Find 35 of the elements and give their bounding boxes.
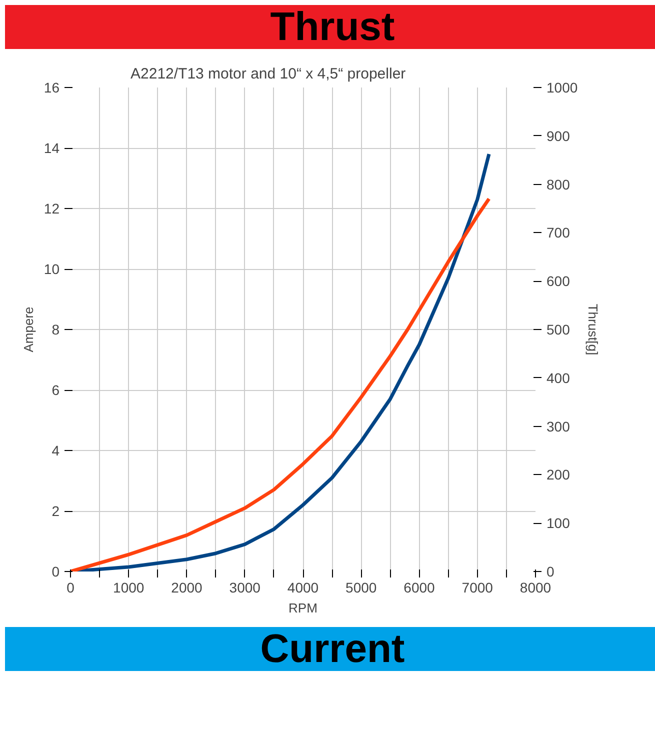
y2-tick-label: 100 (546, 515, 570, 532)
y2-tick-label: 200 (546, 466, 570, 483)
y-tick-label: 2 (52, 503, 60, 519)
x-tick-label: 3000 (229, 580, 261, 596)
y-tick-label: 10 (44, 261, 60, 277)
y2-tick-label: 0 (546, 564, 554, 580)
y-tick-label: 0 (52, 564, 60, 580)
y-axis-title: Ampere (20, 306, 36, 352)
x-tick-label: 8000 (520, 580, 552, 596)
y2-tick-label: 900 (546, 128, 570, 144)
y-tick-label: 14 (44, 140, 60, 156)
x-tick-label: 5000 (346, 580, 377, 596)
y-tick-label: 8 (52, 322, 60, 338)
y2-axis-title: Thrust[g] (586, 304, 601, 356)
y2-tick-label: 400 (546, 370, 570, 386)
text: Thrust (270, 5, 395, 49)
y2-tick-label: 1000 (546, 80, 578, 96)
y2-tick-label: 800 (546, 176, 570, 192)
x-tick-label: 4000 (287, 580, 319, 596)
y-tick-label: 16 (44, 80, 60, 96)
x-tick-label: 1000 (113, 580, 144, 596)
x-tick-label: 6000 (404, 580, 436, 596)
chart-title: A2212/T13 motor and 10“ x 4,5“ propeller (130, 66, 406, 82)
x-tick-label: 7000 (462, 580, 494, 596)
y-tick-label: 6 (52, 382, 60, 398)
x-axis-title: RPM (288, 600, 318, 616)
y-tick-label: 4 (52, 442, 60, 458)
y2-tick-label: 700 (546, 224, 570, 241)
x-tick-label: 0 (66, 580, 75, 596)
text: Current (260, 627, 405, 671)
y2-tick-label: 300 (546, 418, 570, 434)
y2-tick-label: 600 (546, 273, 570, 290)
x-tick-label: 2000 (171, 580, 203, 596)
y2-tick-label: 500 (546, 322, 570, 338)
y-tick-label: 12 (44, 200, 60, 216)
